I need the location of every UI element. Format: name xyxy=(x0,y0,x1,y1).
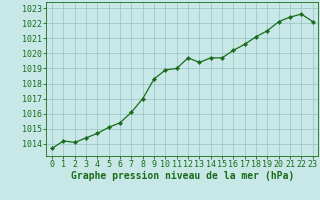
X-axis label: Graphe pression niveau de la mer (hPa): Graphe pression niveau de la mer (hPa) xyxy=(71,171,294,181)
